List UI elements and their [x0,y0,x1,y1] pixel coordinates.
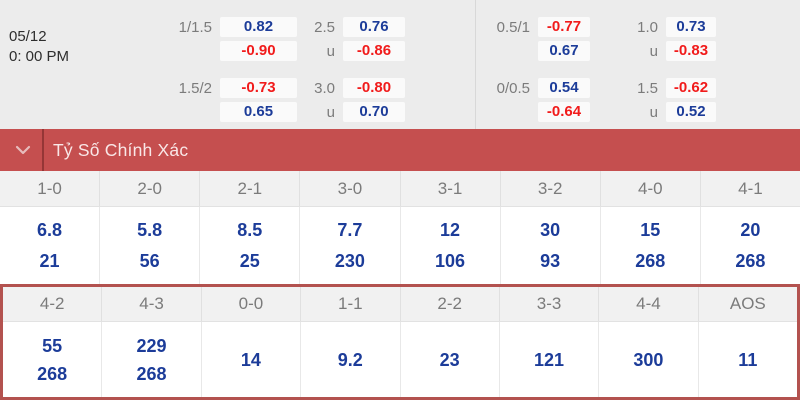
odd-value-button[interactable]: -0.77 [538,17,590,37]
score-header: 1-0 [0,171,101,206]
odd-value-button[interactable]: -0.62 [666,78,716,98]
total-label: 3.0 [314,79,335,97]
score-odds-cell[interactable]: 229 268 [102,322,202,397]
odd-value-button[interactable]: -0.80 [343,78,405,98]
score-odds-cell[interactable]: 121 [500,322,600,397]
odd-value-button[interactable]: 0.67 [538,41,590,61]
total-label: 2.5 [314,18,335,36]
handicap-label: 0/0.5 [496,79,530,97]
odd-value-button[interactable]: 0.70 [343,102,405,122]
score-odds-cell[interactable]: 6.8 21 [0,207,101,284]
odd-value-button[interactable]: -0.86 [343,41,405,61]
section-title: Tỷ Số Chính Xác [53,139,189,160]
odd-value-button[interactable]: -0.83 [666,41,716,61]
correct-score-row2: 4-2 4-3 0-0 1-1 2-2 3-3 4-4 AOS 55 268 22… [0,284,800,400]
score-header: 4-0 [601,171,701,206]
score-odds-cell[interactable]: 55 268 [3,322,103,397]
score-odds-cell[interactable]: 9.2 [301,322,401,397]
score-header: 4-2 [3,287,103,321]
odd-value-button[interactable]: -0.90 [220,41,297,61]
odd-value-button[interactable]: 0.54 [538,78,590,98]
chevron-down-icon [15,145,31,155]
odd-value-button[interactable]: 0.65 [220,102,297,122]
score-odds-cell[interactable]: 23 [401,322,500,397]
match-date: 05/12 [9,28,47,45]
panel-divider [475,0,476,129]
under-label: u [326,103,335,121]
handicap-column-1: 1/1.5 0.82 -0.90 1.5/2 -0.73 0.65 [170,17,297,122]
score-odds-cell[interactable]: 20 268 [735,219,766,271]
handicap-column-2: 0.5/1 -0.77 0.67 0/0.5 0.54 -0.64 [488,17,590,122]
match-time: 0: 00 PM [9,48,70,65]
odd-value-button[interactable]: -0.64 [538,102,590,122]
score-header: 4-1 [738,178,763,198]
score-header: 2-2 [401,287,500,321]
score-header-row: 1-0 2-0 2-1 3-0 3-1 3-2 4-0 4-1 [0,171,800,207]
collapse-toggle[interactable] [15,129,31,171]
odd-value-button[interactable]: -0.73 [220,78,297,98]
score-header: 3-1 [401,171,501,206]
score-header-row: 4-2 4-3 0-0 1-1 2-2 3-3 4-4 AOS [3,287,797,322]
score-odds-cell[interactable]: 14 [202,322,302,397]
score-odds-cell[interactable]: 11 [738,349,758,370]
score-header: 4-3 [102,287,202,321]
over-under-column-2: 1.0 0.73 u -0.83 1.5 -0.62 u 0.52 [616,17,716,122]
bar-divider [42,129,44,171]
odd-value-button[interactable]: 0.82 [220,17,297,37]
total-label: 1.0 [637,18,658,36]
under-label: u [649,42,658,60]
over-under-column-1: 2.5 0.76 u -0.86 3.0 -0.80 u 0.70 [295,17,405,122]
score-odds-cell[interactable]: 7.7 230 [300,207,401,284]
score-odds-cell[interactable]: 300 [599,322,699,397]
under-label: u [326,42,335,60]
score-header: 3-0 [300,171,401,206]
handicap-label: 1.5/2 [178,79,212,97]
odd-value-button[interactable]: 0.76 [343,17,405,37]
score-odds-cell[interactable]: 30 93 [501,207,601,284]
correct-score-section-bar[interactable]: Tỷ Số Chính Xác [0,129,800,171]
score-odds-cell[interactable]: 5.8 56 [100,207,201,284]
total-label: 1.5 [637,79,658,97]
score-odds-cell[interactable]: 8.5 25 [200,207,301,284]
score-odds-cell[interactable]: 15 268 [601,207,701,284]
match-datetime: 05/12 0: 00 PM [9,27,69,67]
score-header: 3-2 [501,171,601,206]
handicap-label: 0.5/1 [496,18,530,36]
score-header: 4-4 [599,287,699,321]
under-label: u [649,103,658,121]
score-odds-row: 6.8 21 5.8 56 8.5 25 7.7 230 12 106 30 93 15 26… [0,207,800,284]
odd-value-button[interactable]: 0.52 [666,102,716,122]
score-odds-row: 55 268 229 268 14 9.2 23 121 300 11 [3,322,797,397]
correct-score-row1: 1-0 2-0 2-1 3-0 3-1 3-2 4-0 4-1 6.8 21 5.… [0,171,800,284]
score-header: 2-1 [200,171,301,206]
score-odds-cell[interactable]: 12 106 [401,207,501,284]
score-header: 1-1 [301,287,401,321]
score-header: 0-0 [202,287,302,321]
odds-panel: 05/12 0: 00 PM 1/1.5 0.82 -0.90 1.5/2 -0.7… [0,0,800,129]
score-header: AOS [729,294,766,313]
score-header: 3-3 [500,287,600,321]
handicap-label: 1/1.5 [178,18,212,36]
score-header: 2-0 [100,171,201,206]
odd-value-button[interactable]: 0.73 [666,17,716,37]
